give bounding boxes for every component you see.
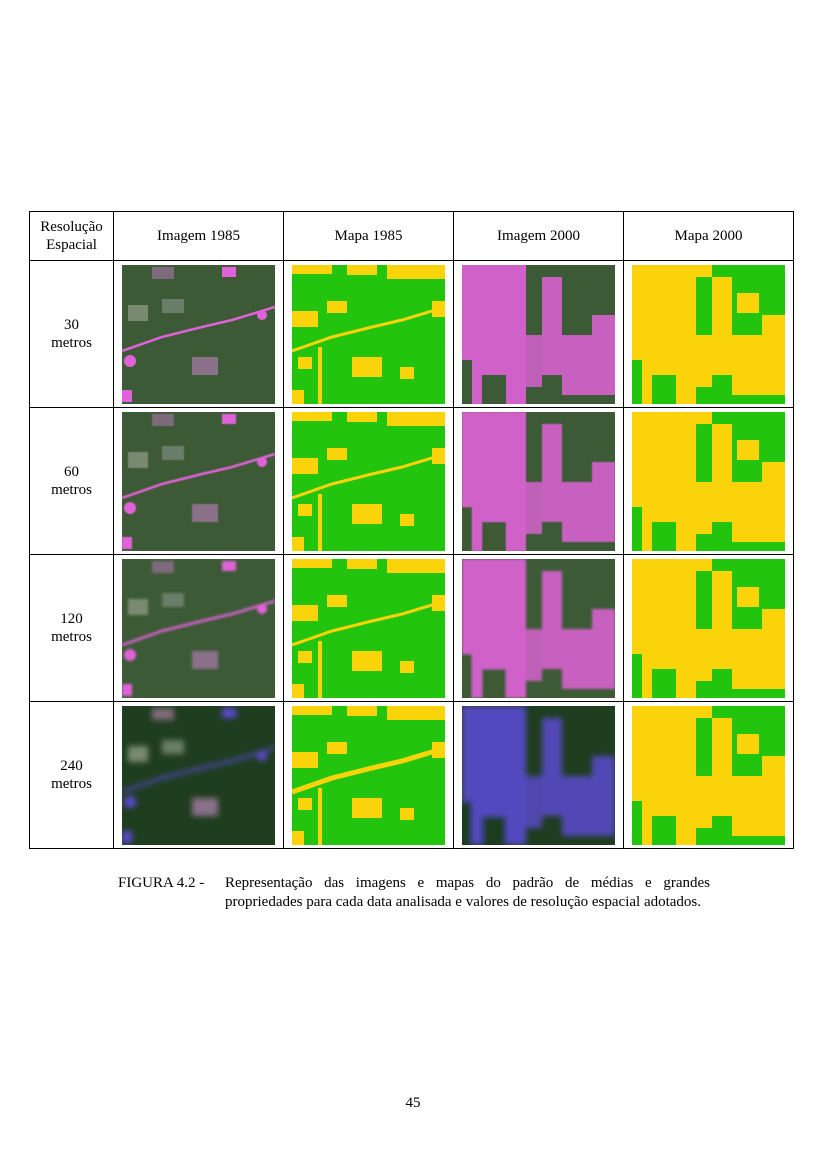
table-row: 60 metros — [29, 407, 794, 555]
resolution-cell: 240 metros — [29, 701, 114, 849]
map-1985-cell — [283, 701, 454, 849]
map-2000-thumbnail — [632, 705, 785, 845]
map-2000-thumbnail — [632, 264, 785, 404]
caption-label: FIGURA 4.2 - — [118, 875, 205, 891]
image-2000-thumbnail — [462, 558, 615, 698]
map-2000-cell — [623, 260, 794, 408]
table-row: 240 metros — [29, 701, 794, 849]
image-2000-cell — [453, 554, 624, 702]
table-row: 30 metros — [29, 260, 794, 408]
resolution-cell: 120 metros — [29, 554, 114, 702]
map-1985-thumbnail — [292, 705, 445, 845]
image-1985-thumbnail — [122, 705, 275, 845]
map-1985-thumbnail — [292, 264, 445, 404]
image-1985-thumbnail — [122, 411, 275, 551]
map-1985-cell — [283, 260, 454, 408]
map-2000-thumbnail — [632, 411, 785, 551]
image-2000-cell — [453, 407, 624, 555]
image-1985-thumbnail — [122, 264, 275, 404]
image-2000-thumbnail — [462, 705, 615, 845]
map-2000-cell — [623, 554, 794, 702]
header-resolution: Resolução Espacial — [29, 211, 114, 261]
header-map-2000: Mapa 2000 — [623, 211, 794, 261]
map-1985-thumbnail — [292, 411, 445, 551]
image-1985-cell — [113, 260, 284, 408]
resolution-cell: 30 metros — [29, 260, 114, 408]
image-1985-thumbnail — [122, 558, 275, 698]
image-1985-cell — [113, 701, 284, 849]
resolution-cell: 60 metros — [29, 407, 114, 555]
header-image-2000: Imagem 2000 — [453, 211, 624, 261]
map-2000-cell — [623, 407, 794, 555]
header-map-1985: Mapa 1985 — [283, 211, 454, 261]
map-1985-cell — [283, 554, 454, 702]
image-1985-cell — [113, 407, 284, 555]
header-image-1985: Imagem 1985 — [113, 211, 284, 261]
table-row: 120 metros — [29, 554, 794, 702]
image-2000-cell — [453, 701, 624, 849]
map-2000-cell — [623, 701, 794, 849]
figure-table: Resolução Espacial Imagem 1985 Mapa 1985… — [29, 211, 794, 849]
map-1985-cell — [283, 407, 454, 555]
caption-text: Representação das imagens e mapas do pad… — [225, 875, 710, 910]
image-2000-thumbnail — [462, 411, 615, 551]
map-1985-thumbnail — [292, 558, 445, 698]
map-2000-thumbnail — [632, 558, 785, 698]
image-2000-cell — [453, 260, 624, 408]
table-header-row: Resolução Espacial Imagem 1985 Mapa 1985… — [29, 211, 794, 261]
image-2000-thumbnail — [462, 264, 615, 404]
image-1985-cell — [113, 554, 284, 702]
page-number: 45 — [405, 1095, 421, 1111]
